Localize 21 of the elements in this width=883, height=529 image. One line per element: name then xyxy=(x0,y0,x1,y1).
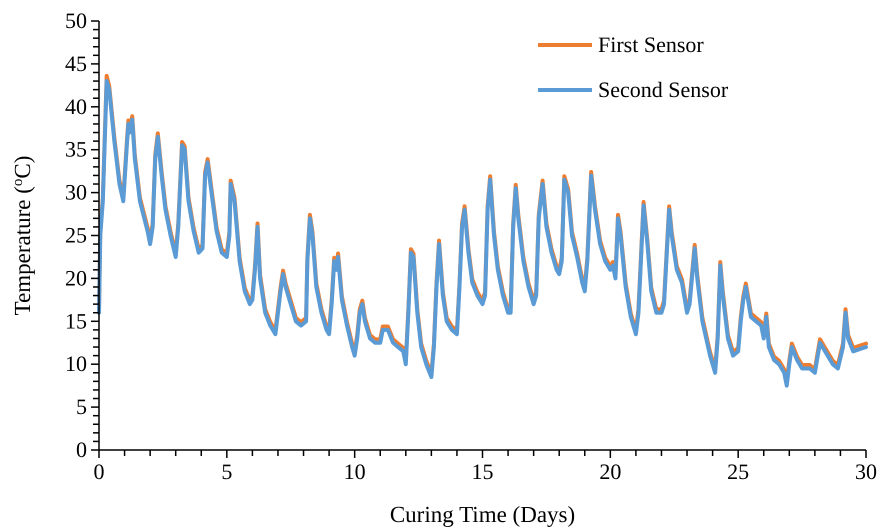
x-tick-label: 5 xyxy=(221,459,232,484)
x-axis-title: Curing Time (Days) xyxy=(390,502,576,527)
x-tick-label: 30 xyxy=(855,459,877,484)
y-tick-label: 40 xyxy=(65,94,87,119)
y-tick-label: 20 xyxy=(65,265,87,290)
y-tick-label: 45 xyxy=(65,50,87,76)
x-tick-label: 25 xyxy=(727,459,750,484)
y-tick-label: 30 xyxy=(65,180,87,205)
x-tick-label: 15 xyxy=(472,459,494,484)
y-tick-label: 15 xyxy=(65,308,87,334)
x-tick-label: 0 xyxy=(94,459,104,484)
y-tick-label: 35 xyxy=(65,136,87,162)
y-tick-label: 5 xyxy=(76,394,87,420)
y-tick-label: 50 xyxy=(65,8,87,33)
y-tick-label: 0 xyxy=(76,437,87,462)
y-tick-label: 25 xyxy=(65,222,87,248)
legend-label: Second Sensor xyxy=(598,77,729,102)
y-tick-label: 10 xyxy=(65,351,87,376)
x-tick-label: 20 xyxy=(599,459,622,484)
x-tick-label: 10 xyxy=(344,459,366,484)
legend-label: First Sensor xyxy=(598,32,704,57)
